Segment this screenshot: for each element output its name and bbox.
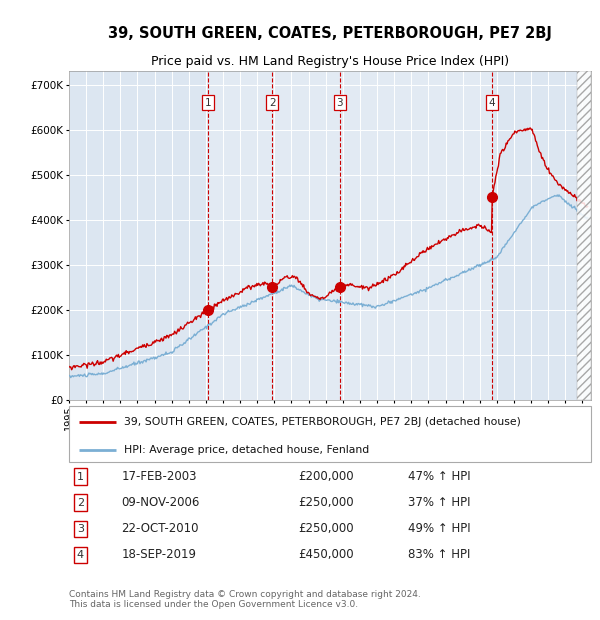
Text: 83% ↑ HPI: 83% ↑ HPI xyxy=(409,549,470,561)
Text: 22-OCT-2010: 22-OCT-2010 xyxy=(121,523,199,535)
Text: 2: 2 xyxy=(269,97,275,107)
Text: 39, SOUTH GREEN, COATES, PETERBOROUGH, PE7 2BJ: 39, SOUTH GREEN, COATES, PETERBOROUGH, P… xyxy=(108,26,552,41)
Text: 1: 1 xyxy=(205,97,211,107)
Text: 3: 3 xyxy=(77,524,84,534)
Bar xyxy=(208,71,272,400)
Text: 1: 1 xyxy=(77,472,84,482)
Text: 4: 4 xyxy=(489,97,496,107)
Text: 3: 3 xyxy=(336,97,343,107)
Text: £200,000: £200,000 xyxy=(299,471,355,483)
Text: 47% ↑ HPI: 47% ↑ HPI xyxy=(409,471,471,483)
Bar xyxy=(340,71,492,400)
Text: 2: 2 xyxy=(77,498,84,508)
Text: 18-SEP-2019: 18-SEP-2019 xyxy=(121,549,196,561)
Text: HPI: Average price, detached house, Fenland: HPI: Average price, detached house, Fenl… xyxy=(124,445,369,454)
Text: 39, SOUTH GREEN, COATES, PETERBOROUGH, PE7 2BJ (detached house): 39, SOUTH GREEN, COATES, PETERBOROUGH, P… xyxy=(124,417,521,427)
Text: Contains HM Land Registry data © Crown copyright and database right 2024.
This d: Contains HM Land Registry data © Crown c… xyxy=(69,590,421,609)
Text: 4: 4 xyxy=(77,550,84,560)
Text: 17-FEB-2003: 17-FEB-2003 xyxy=(121,471,197,483)
FancyBboxPatch shape xyxy=(69,406,591,462)
Text: 49% ↑ HPI: 49% ↑ HPI xyxy=(409,523,471,535)
Text: Price paid vs. HM Land Registry's House Price Index (HPI): Price paid vs. HM Land Registry's House … xyxy=(151,55,509,68)
Text: 09-NOV-2006: 09-NOV-2006 xyxy=(121,497,200,509)
Text: £450,000: £450,000 xyxy=(299,549,355,561)
Polygon shape xyxy=(577,71,591,400)
Text: 37% ↑ HPI: 37% ↑ HPI xyxy=(409,497,471,509)
Text: £250,000: £250,000 xyxy=(299,497,355,509)
Bar xyxy=(272,71,340,400)
Text: £250,000: £250,000 xyxy=(299,523,355,535)
